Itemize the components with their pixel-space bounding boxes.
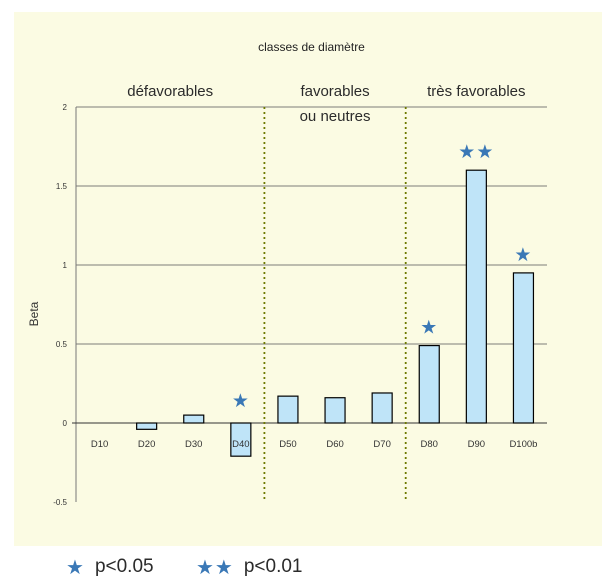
y-tick-label: 1.5 <box>56 182 68 191</box>
chart-title: classes de diamètre <box>258 40 365 54</box>
bar-D50 <box>277 395 299 424</box>
significance-star-icon: ★ <box>514 245 532 266</box>
x-tick-label: D60 <box>326 439 343 450</box>
legend-item-p005: ★ p<0.05 <box>66 555 154 579</box>
group-label-1: favorables <box>300 83 369 100</box>
group-label-0: défavorables <box>127 83 213 100</box>
chart-panel: classes de diamètre défavorables favorable… <box>14 12 602 546</box>
bar-D60 <box>324 397 346 424</box>
legend-label-p005: p<0.05 <box>94 556 154 577</box>
group-label-1-line2: ou neutres <box>300 108 371 125</box>
legend-label-p001: p<0.01 <box>243 556 303 577</box>
x-tick-label: D90 <box>468 439 485 450</box>
y-tick-label: 0.5 <box>56 340 68 349</box>
bar-chart: classes de diamètre défavorables favorable… <box>27 40 547 507</box>
y-tick-label: 0 <box>63 419 68 428</box>
bar-D40 <box>230 422 252 457</box>
y-tick-label: 2 <box>63 103 68 112</box>
bar-D90 <box>465 169 487 424</box>
bar-D80 <box>418 344 440 424</box>
y-tick-label: 1 <box>63 261 68 270</box>
x-tick-label: D10 <box>91 439 108 450</box>
x-tick-label: D40 <box>232 439 249 450</box>
legend-item-p001: ★★ p<0.01 <box>196 555 303 579</box>
significance-star-icon: ★ <box>232 391 250 412</box>
x-tick-label: D80 <box>421 439 438 450</box>
x-tick-label: D50 <box>279 439 296 450</box>
x-tick-label: D20 <box>138 439 155 450</box>
group-label-2: très favorables <box>427 83 525 100</box>
y-tick-label: -0.5 <box>53 498 67 507</box>
significance-star-icon: ★ <box>420 318 438 339</box>
legend-star-icon: ★ <box>66 556 85 579</box>
legend-double-star-icon: ★★ <box>196 556 234 579</box>
x-tick-label: D70 <box>373 439 390 450</box>
bar-D100b <box>512 272 535 424</box>
x-tick-label: D100b <box>509 439 537 450</box>
bar-D30 <box>183 414 205 424</box>
y-axis-label: Beta <box>27 301 41 326</box>
x-tick-label: D30 <box>185 439 202 450</box>
significance-star-icon: ★★ <box>458 142 494 163</box>
bar-D20 <box>136 422 158 430</box>
bar-D70 <box>371 392 393 424</box>
